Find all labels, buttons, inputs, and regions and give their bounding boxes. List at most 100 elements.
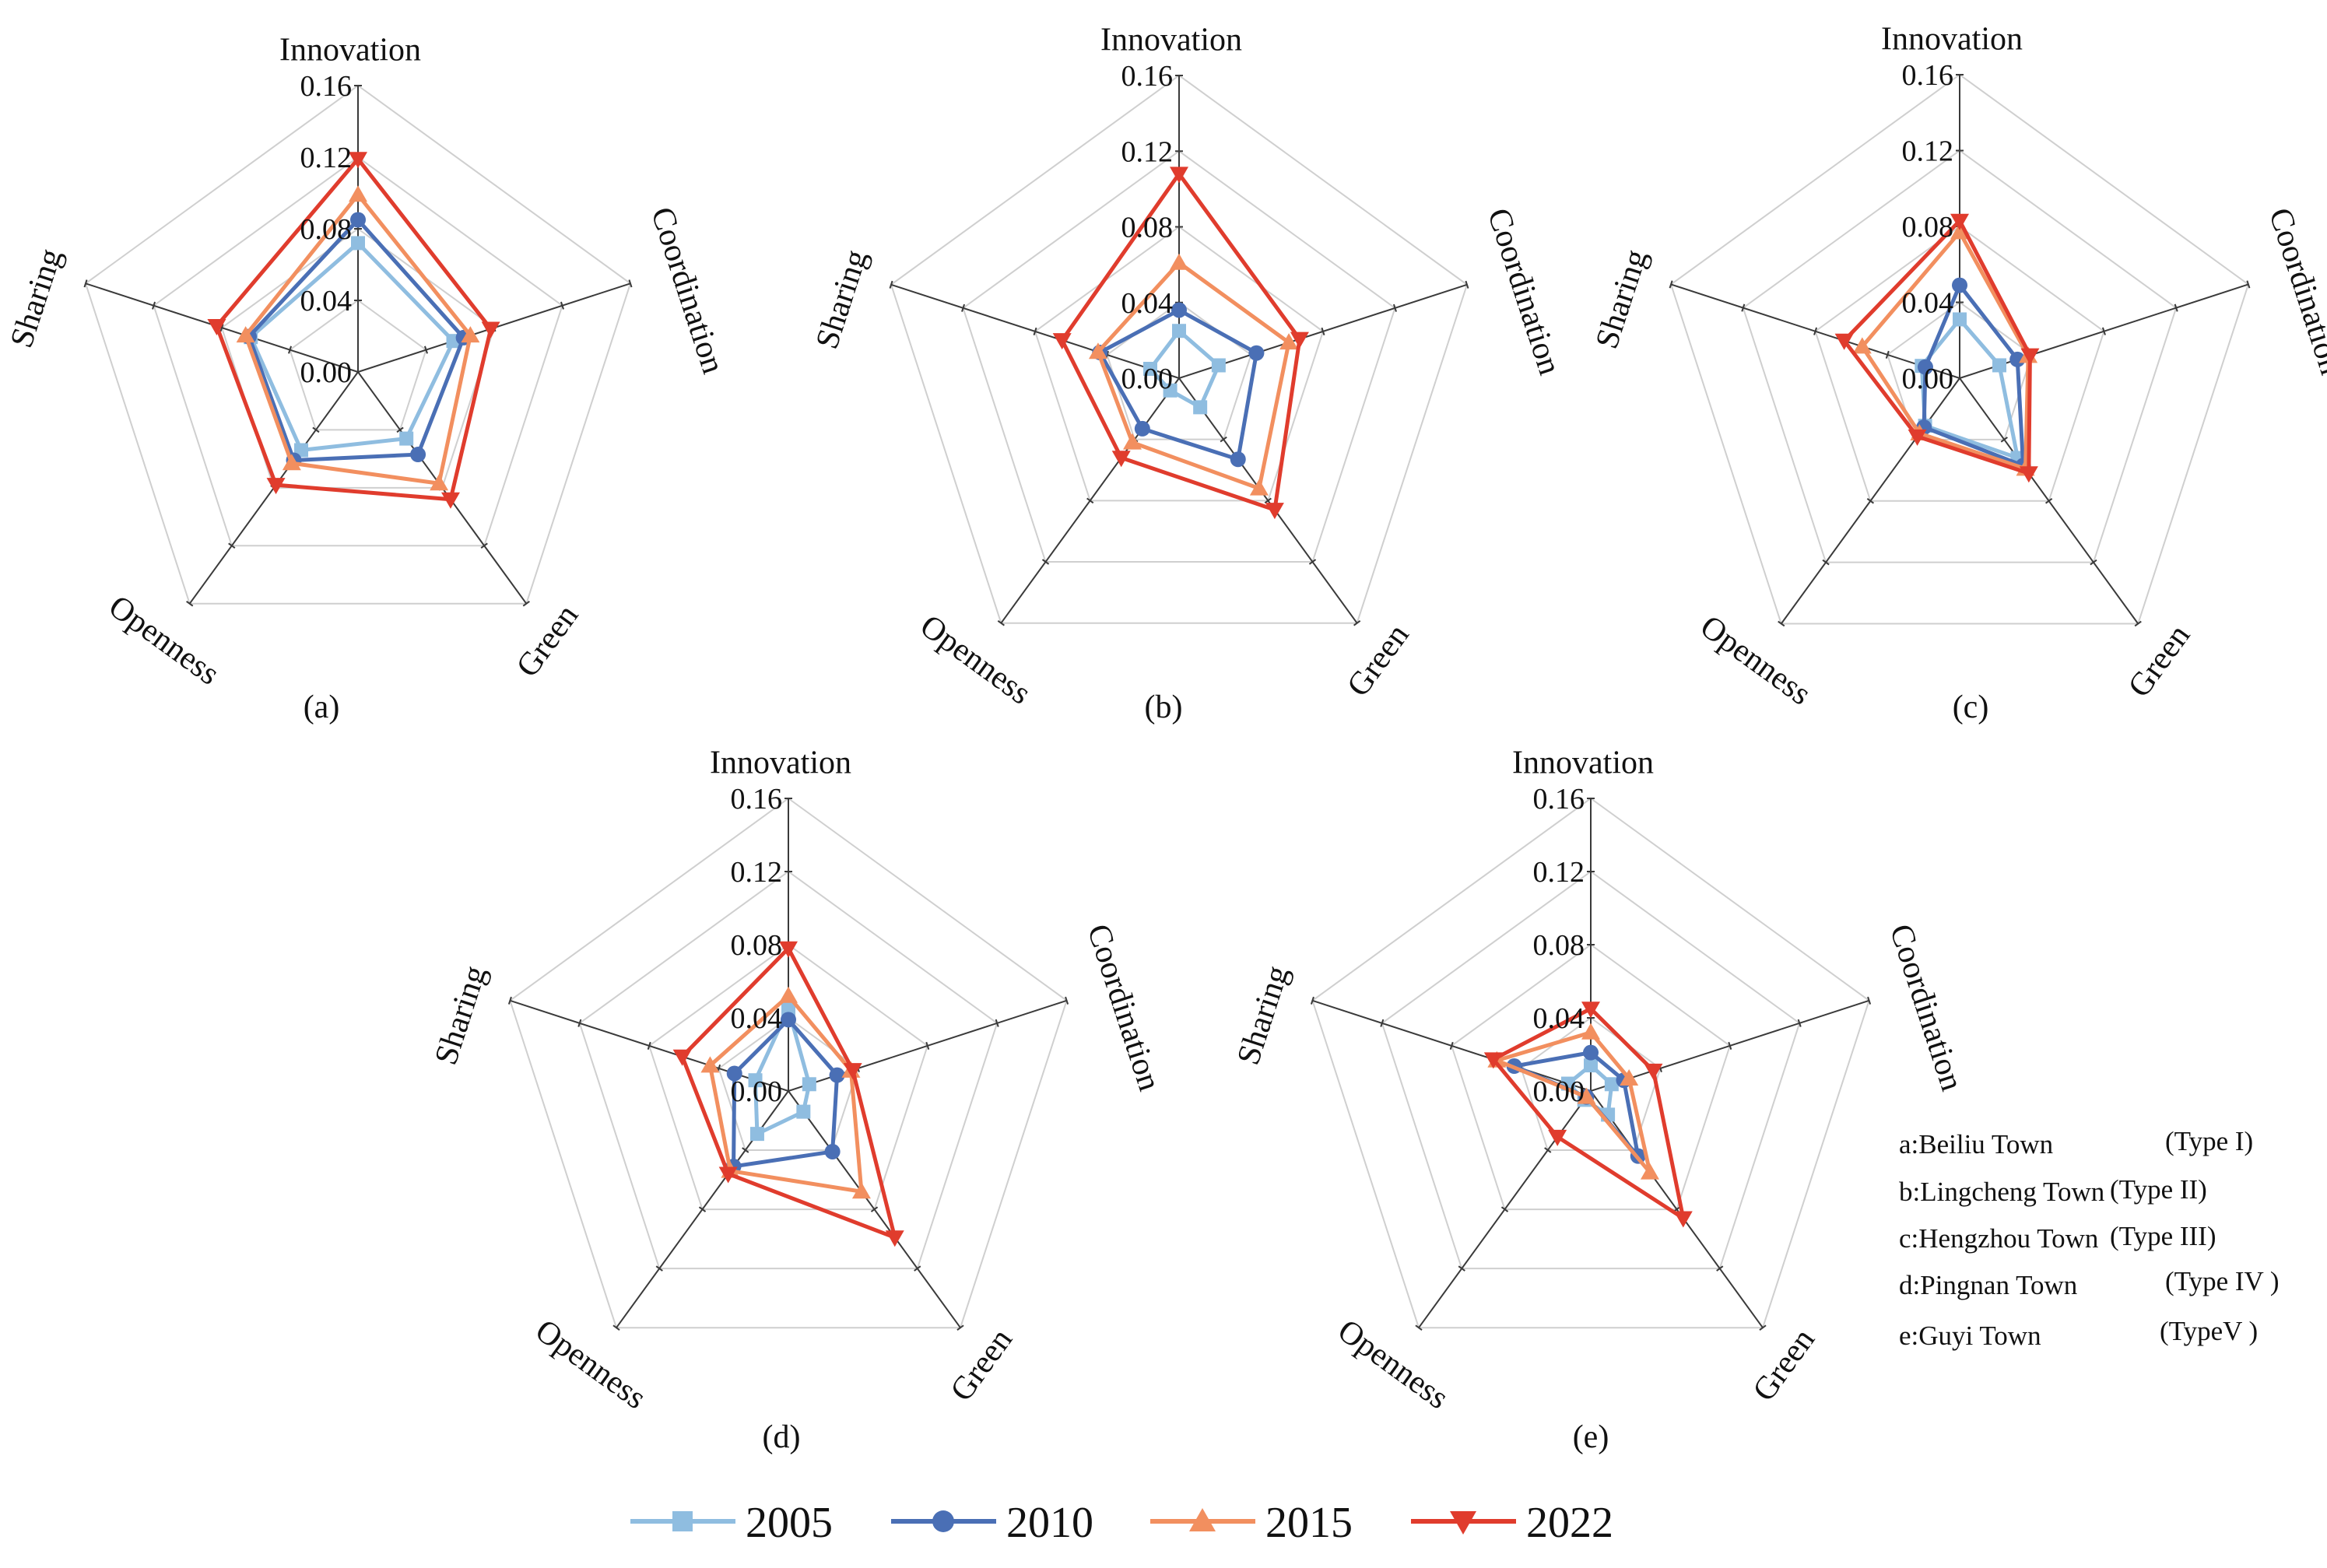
axis-tick	[1866, 498, 1875, 504]
point-2015-sharing	[1088, 342, 1107, 360]
point-2015-innovation	[349, 185, 367, 202]
axis-tick	[1449, 1041, 1454, 1050]
point-2015-green	[851, 1182, 871, 1199]
axis-tick	[1669, 280, 1673, 289]
point-2015-green	[430, 474, 449, 491]
grid-ring-0.12	[578, 870, 999, 1270]
tick-label-0.16: 0.16	[1902, 59, 1954, 92]
series-2005	[1143, 324, 1226, 415]
axis-tick	[424, 346, 428, 354]
point-2005-innovation	[1584, 1058, 1598, 1073]
series-line-2005	[753, 1006, 812, 1136]
point-2005-green	[796, 1104, 811, 1119]
point-2022-openness	[718, 1166, 738, 1184]
axis-tick	[1778, 620, 1785, 627]
axis-label-sharing: Sharing	[1230, 962, 1296, 1069]
axis-tick	[1741, 303, 1746, 312]
grid-ring-0.12	[153, 156, 563, 547]
point-2022-sharing	[1483, 1052, 1503, 1069]
series-2022	[1834, 213, 2040, 483]
legend-label-2015: 2015	[1265, 1499, 1353, 1547]
point-2015-innovation	[1170, 253, 1188, 270]
axis-tick	[1500, 1206, 1509, 1212]
tick-label-0.00: 0.00	[731, 1075, 783, 1108]
legend-label-2022: 2022	[1526, 1499, 1613, 1547]
axis-tick	[228, 542, 236, 549]
point-2005-innovation	[351, 236, 365, 251]
axis-tick	[1415, 1324, 1423, 1331]
series-2015	[236, 185, 480, 491]
axis-tick	[1353, 619, 1361, 626]
point-2010-innovation	[1952, 277, 1967, 293]
key-type-a: (Type I)	[2165, 1126, 2253, 1156]
grid-ring-0.08	[648, 943, 928, 1211]
point-2022-sharing	[207, 319, 226, 336]
axis-tick	[219, 324, 224, 332]
legend-marker-2010	[932, 1510, 954, 1532]
key-type-b: (Type II)	[2110, 1174, 2207, 1205]
tick-label-0.00: 0.00	[1902, 363, 1954, 395]
axis-label-coordination: Coordination	[1080, 920, 1167, 1095]
tick-label-0.08: 0.08	[1121, 212, 1174, 244]
series-2022	[1483, 1001, 1693, 1228]
axis-tick	[2044, 498, 2053, 504]
legend-label-2005: 2005	[746, 1499, 833, 1547]
tick-label-0.12: 0.12	[1533, 856, 1585, 889]
point-2005-openness	[749, 1127, 764, 1142]
axis-tick	[2000, 437, 2008, 443]
point-2010-innovation	[1583, 1044, 1599, 1061]
grid-ring-0.08	[220, 227, 496, 489]
series-line-2015	[1096, 261, 1291, 491]
point-2005-coordination	[802, 1077, 816, 1092]
axis-tick	[1759, 1324, 1767, 1331]
axis-tick	[1885, 350, 1890, 359]
point-2015-sharing	[1852, 337, 1872, 354]
axis-label-green: Green	[1746, 1322, 1823, 1408]
axis-tick	[522, 600, 530, 607]
panel-label-c: (c)	[1953, 689, 1989, 725]
point-2010-sharing	[726, 1065, 742, 1082]
axis-label-innovation: Innovation	[1881, 22, 2023, 58]
point-2022-sharing	[1834, 333, 1854, 350]
point-2022-coordination	[1290, 331, 1309, 349]
tick-label-0.08: 0.08	[300, 213, 353, 246]
point-2005-innovation	[781, 1001, 795, 1016]
series-line-2015	[244, 192, 472, 486]
axis-tick	[1716, 1265, 1724, 1272]
point-2010-innovation	[350, 212, 366, 228]
point-2022-coordination	[1644, 1063, 1663, 1080]
grid-ring-0.16	[509, 797, 1068, 1329]
key-town-e: e:Guyi Town	[1899, 1321, 2041, 1351]
axis-tick	[507, 996, 512, 1005]
point-2005-coordination	[1992, 358, 2007, 373]
point-2022-innovation	[1950, 213, 1969, 230]
tick-label-0.08: 0.08	[731, 929, 783, 962]
point-2022-green	[440, 492, 460, 509]
axis-tick	[480, 542, 488, 549]
series-line-2022	[1491, 1006, 1686, 1221]
axis-tick	[1033, 327, 1037, 335]
point-2005-coordination	[1211, 358, 1226, 373]
axis-tick	[1822, 559, 1830, 566]
point-2015-coordination	[461, 326, 480, 343]
key-type-d: (Type IV )	[2165, 1266, 2280, 1296]
axis-tick	[995, 1019, 999, 1027]
key-type-e: (TypeV )	[2160, 1316, 2258, 1346]
point-2005-sharing	[748, 1073, 763, 1088]
axis-label-innovation: Innovation	[710, 745, 851, 781]
axis-tick	[2246, 280, 2251, 289]
grid-ring-0.16	[1311, 797, 1870, 1329]
axis-tick	[1065, 996, 1069, 1005]
point-2022-innovation	[1170, 167, 1188, 184]
axis-tick	[1321, 327, 1325, 335]
tick-label-0.16: 0.16	[300, 70, 353, 103]
axis-tick	[925, 1041, 930, 1050]
series-2022	[207, 152, 500, 509]
axis-tick	[2090, 559, 2097, 566]
grid-ring-0.16	[84, 84, 632, 605]
point-2022-green	[1673, 1211, 1693, 1228]
axis-tick	[1728, 1041, 1732, 1050]
axis-label-green: Green	[1340, 618, 1416, 703]
axis-tick	[997, 619, 1005, 626]
